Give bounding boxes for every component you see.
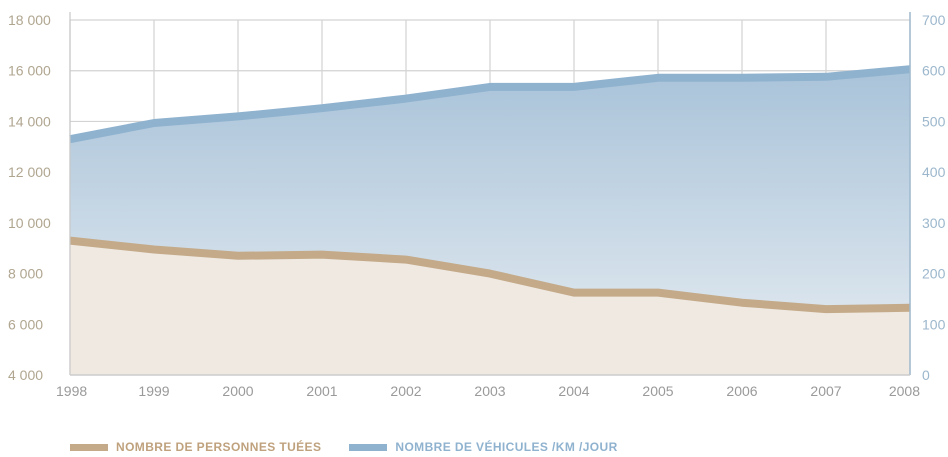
x-axis-ticks: 1998 1999 2000 2001 2002 2003 2004 2005 2006 2007… <box>56 383 920 399</box>
legend-label-vehicles: NOMBRE DE VÉHICULES /KM /JOUR <box>395 440 618 454</box>
right-axis-ticks: 700 600 500 400 300 200 100 0 <box>922 12 946 383</box>
legend-label-fatalities: NOMBRE DE PERSONNES TUÉES <box>116 440 322 454</box>
left-tick-label: 10 000 <box>8 215 51 231</box>
left-tick-label: 4 000 <box>8 367 43 383</box>
right-tick-label: 100 <box>922 316 946 332</box>
right-tick-label: 600 <box>922 63 946 79</box>
left-tick-label: 14 000 <box>8 113 51 129</box>
right-tick-label: 500 <box>922 113 946 129</box>
vehicles-line <box>69 65 911 144</box>
right-tick-label: 300 <box>922 215 946 231</box>
legend-item-fatalities: NOMBRE DE PERSONNES TUÉES <box>70 440 321 454</box>
x-tick-label: 2007 <box>810 383 841 399</box>
axis-lines <box>69 12 911 376</box>
left-tick-label: 6 000 <box>8 316 43 332</box>
x-tick-label: 1998 <box>56 383 87 399</box>
left-tick-label: 18 000 <box>8 12 51 28</box>
x-tick-label: 2002 <box>390 383 421 399</box>
right-tick-label: 700 <box>922 12 946 28</box>
legend-swatch-fatalities <box>70 443 108 451</box>
left-tick-label: 8 000 <box>8 266 43 282</box>
x-tick-label: 2006 <box>726 383 757 399</box>
right-tick-label: 400 <box>922 164 946 180</box>
fatalities-area <box>70 240 910 375</box>
x-tick-label: 2003 <box>474 383 505 399</box>
legend: NOMBRE DE PERSONNES TUÉES NOMBRE DE VÉHI… <box>70 440 646 454</box>
right-tick-label: 0 <box>922 367 930 383</box>
x-tick-label: 2001 <box>306 383 337 399</box>
x-tick-label: 2004 <box>558 383 589 399</box>
x-tick-label: 2005 <box>642 383 673 399</box>
left-axis-ticks: 18 000 16 000 14 000 12 000 10 000 8 000 6 000… <box>8 12 51 383</box>
left-tick-label: 16 000 <box>8 63 51 79</box>
x-tick-label: 2000 <box>222 383 253 399</box>
legend-item-vehicles: NOMBRE DE VÉHICULES /KM /JOUR <box>349 440 617 454</box>
fatalities-line <box>69 236 911 314</box>
x-tick-label: 2008 <box>889 383 920 399</box>
x-tick-label: 1999 <box>138 383 169 399</box>
legend-swatch-vehicles <box>349 443 388 451</box>
left-tick-label: 12 000 <box>8 164 51 180</box>
right-tick-label: 200 <box>922 266 946 282</box>
